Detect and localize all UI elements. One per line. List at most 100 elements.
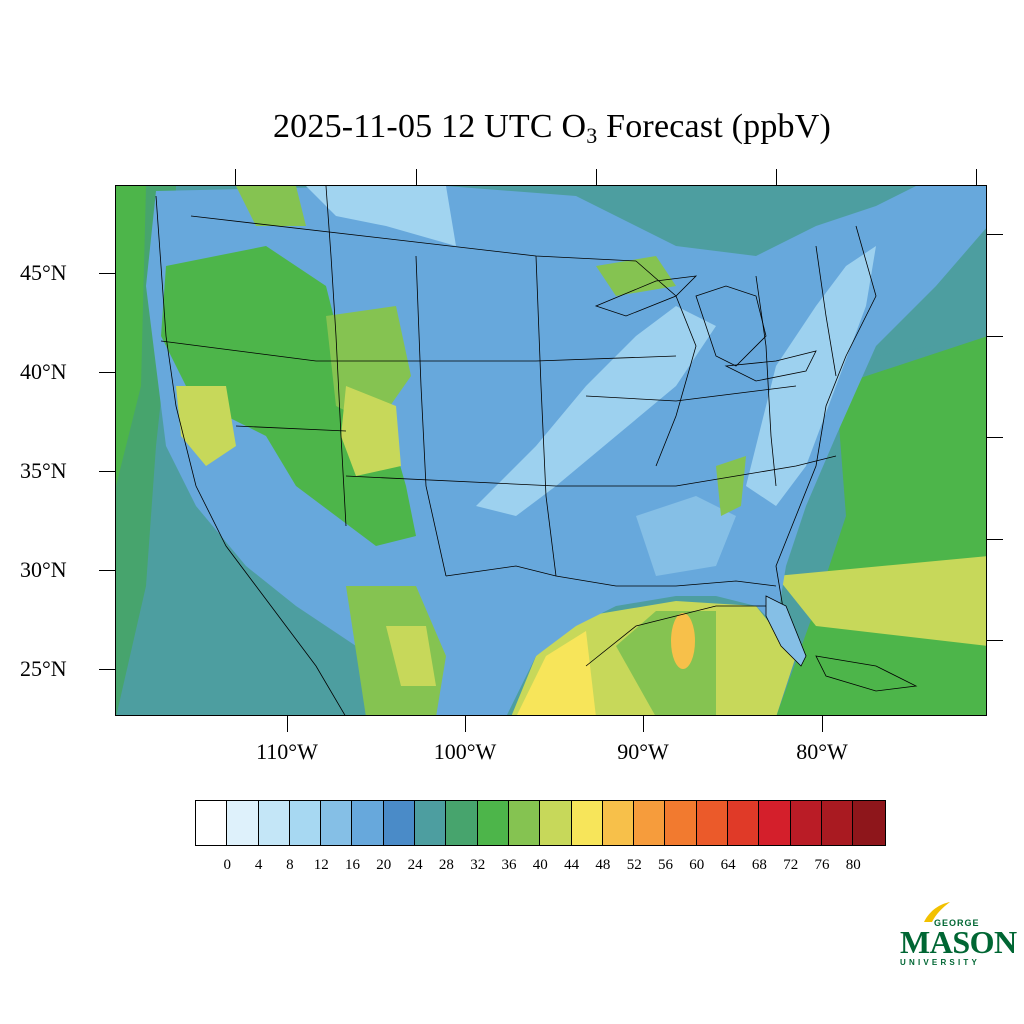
- colorbar-cell: [383, 801, 416, 845]
- george-mason-logo: GEORGE MASON UNIVERSITY: [896, 900, 1017, 970]
- mexico-yellow: [386, 626, 436, 686]
- colorbar-cell: [415, 801, 447, 845]
- colorbar-cell: [258, 801, 290, 845]
- tick-right-5: [987, 640, 1003, 641]
- colorbar-cell: [571, 801, 603, 845]
- tick-top-2: [416, 169, 417, 185]
- tick-right-1: [987, 234, 1003, 235]
- colorbar: [195, 800, 886, 846]
- colorbar-label: 28: [438, 857, 454, 873]
- tick-left-45: [99, 273, 115, 274]
- colorado-yellow: [341, 386, 401, 476]
- california-yellow: [176, 386, 236, 466]
- florida-peninsula: [765, 595, 807, 667]
- tick-top-5: [976, 169, 977, 185]
- colorbar-label: 32: [470, 857, 486, 873]
- title-suffix: Forecast (ppbV): [597, 108, 832, 145]
- tick-bottom-110: [287, 716, 288, 732]
- colorbar-label: 72: [783, 857, 799, 873]
- colorbar-label: 40: [532, 857, 548, 873]
- tick-top-3: [596, 169, 597, 185]
- colorbar-cell: [759, 801, 791, 845]
- plot-title: 2025-11-05 12 UTC O3 Forecast (ppbV): [0, 108, 1024, 149]
- colorbar-cell: [790, 801, 822, 845]
- colorbar-cell: [540, 801, 572, 845]
- colorbar-label: 56: [658, 857, 673, 873]
- southeast-blue: [636, 496, 736, 576]
- tick-bottom-90: [643, 716, 644, 732]
- light-blue-band-central: [476, 306, 716, 516]
- colorbar-cell: [508, 801, 541, 845]
- colorbar-cell: [665, 801, 697, 845]
- colorbar-label: 20: [376, 857, 392, 873]
- north-plains-light: [306, 186, 456, 246]
- colorbar-cell: [196, 801, 228, 845]
- colorbar-cell: [821, 801, 854, 845]
- title-subscript: 3: [586, 123, 598, 148]
- tick-bottom-100: [465, 716, 466, 732]
- colorbar-label: 52: [626, 857, 642, 873]
- tick-left-40: [99, 372, 115, 373]
- logo-swoosh-icon: [924, 902, 950, 922]
- tick-left-30: [99, 570, 115, 571]
- colorbar-label: 12: [313, 857, 329, 873]
- lon-label-90: 90°W: [617, 739, 669, 764]
- colorbar-cell: [696, 801, 729, 845]
- lat-label-30: 30°N: [20, 557, 67, 582]
- tick-left-25: [99, 669, 115, 670]
- pacific-north-field: [116, 186, 146, 486]
- lat-label-35: 35°N: [20, 458, 67, 483]
- colorbar-label: 48: [595, 857, 611, 873]
- colorbar-cell: [634, 801, 666, 845]
- colorbar-label: 36: [501, 857, 517, 873]
- tick-top-1: [235, 169, 236, 185]
- colorbar-label: 16: [345, 857, 360, 873]
- ozone-forecast-map: [115, 185, 987, 716]
- west-green-field: [161, 246, 416, 546]
- logo-mason-text: MASON: [900, 924, 1017, 960]
- tick-right-3: [987, 437, 1003, 438]
- lon-label-110: 110°W: [256, 739, 318, 764]
- northwest-green: [236, 186, 306, 226]
- colorbar-label: 60: [689, 857, 705, 873]
- colorbar-label: 8: [286, 857, 294, 873]
- lake-superior-green: [596, 256, 676, 296]
- tick-right-4: [987, 539, 1003, 540]
- map-field-svg: [116, 186, 986, 715]
- colorbar-cell: [602, 801, 635, 845]
- lon-label-80: 80°W: [796, 739, 848, 764]
- colorbar-cell: [289, 801, 322, 845]
- colorbar-label: 64: [720, 857, 736, 873]
- colorbar-cell: [477, 801, 509, 845]
- colorbar-cell: [446, 801, 478, 845]
- atlantic-yellow-band: [776, 556, 986, 646]
- tick-bottom-80: [822, 716, 823, 732]
- colorbar-cell: [321, 801, 353, 845]
- colorbar-cell: [352, 801, 384, 845]
- colorbar-label: 76: [814, 857, 830, 873]
- colorbar-label: 4: [254, 857, 263, 873]
- logo-george-text: GEORGE: [934, 918, 980, 928]
- cuba-island: [815, 655, 918, 692]
- lat-label-40: 40°N: [20, 359, 67, 384]
- appalachian-green: [716, 456, 746, 516]
- title-main: 2025-11-05 12 UTC O: [272, 108, 587, 145]
- colorbar-cell: [853, 801, 885, 845]
- tick-left-35: [99, 471, 115, 472]
- light-blue-band-east: [746, 246, 876, 506]
- colorbar-label: 24: [407, 857, 423, 873]
- gulf-orange-spot: [671, 613, 695, 669]
- colorbar-label: 80: [845, 857, 861, 873]
- lat-label-45: 45°N: [20, 260, 67, 285]
- colorbar-cell: [728, 801, 760, 845]
- colorbar-label: 0: [223, 857, 232, 873]
- lon-label-100: 100°W: [433, 739, 497, 764]
- lat-label-25: 25°N: [20, 656, 67, 681]
- tick-top-4: [776, 169, 777, 185]
- logo-university-text: UNIVERSITY: [900, 958, 981, 967]
- colorbar-label: 68: [751, 857, 767, 873]
- tick-right-2: [987, 336, 1003, 337]
- colorbar-cell: [227, 801, 259, 845]
- gulf-west-yellow: [516, 631, 596, 715]
- colorbar-label: 44: [564, 857, 580, 873]
